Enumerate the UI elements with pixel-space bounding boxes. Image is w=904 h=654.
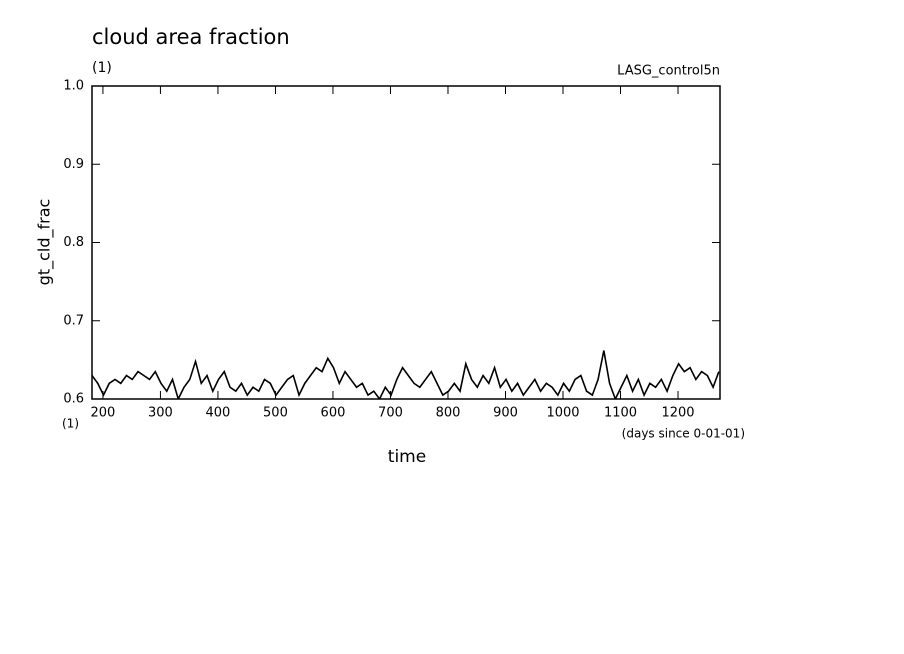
chart-title: cloud area fraction — [92, 25, 290, 49]
y-tick-label: 1.0 — [63, 79, 84, 94]
units-label: (1) — [92, 60, 112, 76]
y-tick-label: 0.7 — [63, 313, 84, 328]
x-tick-label: 800 — [436, 406, 461, 421]
x-tick-label: 300 — [148, 406, 173, 421]
y-tick-label: 0.8 — [63, 235, 84, 250]
run-name: LASG_control5n — [617, 64, 720, 79]
y-tick-label: 0.6 — [63, 392, 84, 407]
x-tick-label: 1200 — [661, 406, 694, 421]
data-line — [92, 350, 720, 399]
x-tick-label: 600 — [321, 406, 346, 421]
x-tick-label: 200 — [91, 406, 116, 421]
x-tick-label: 900 — [493, 406, 518, 421]
x-units: (days since 0-01-01) — [622, 427, 745, 441]
x-axis-label: time — [388, 447, 426, 467]
x-tick-label: 700 — [378, 406, 403, 421]
x-tick-label: 1000 — [546, 406, 579, 421]
x-units-left: (1) — [62, 417, 79, 431]
x-tick-label: 1100 — [604, 406, 637, 421]
x-tick-label: 400 — [206, 406, 231, 421]
plot-frame — [91, 85, 721, 400]
x-tick-label: 500 — [263, 406, 288, 421]
y-tick-label: 0.9 — [63, 157, 84, 172]
y-axis-label: gt_cld_frac — [35, 199, 55, 286]
